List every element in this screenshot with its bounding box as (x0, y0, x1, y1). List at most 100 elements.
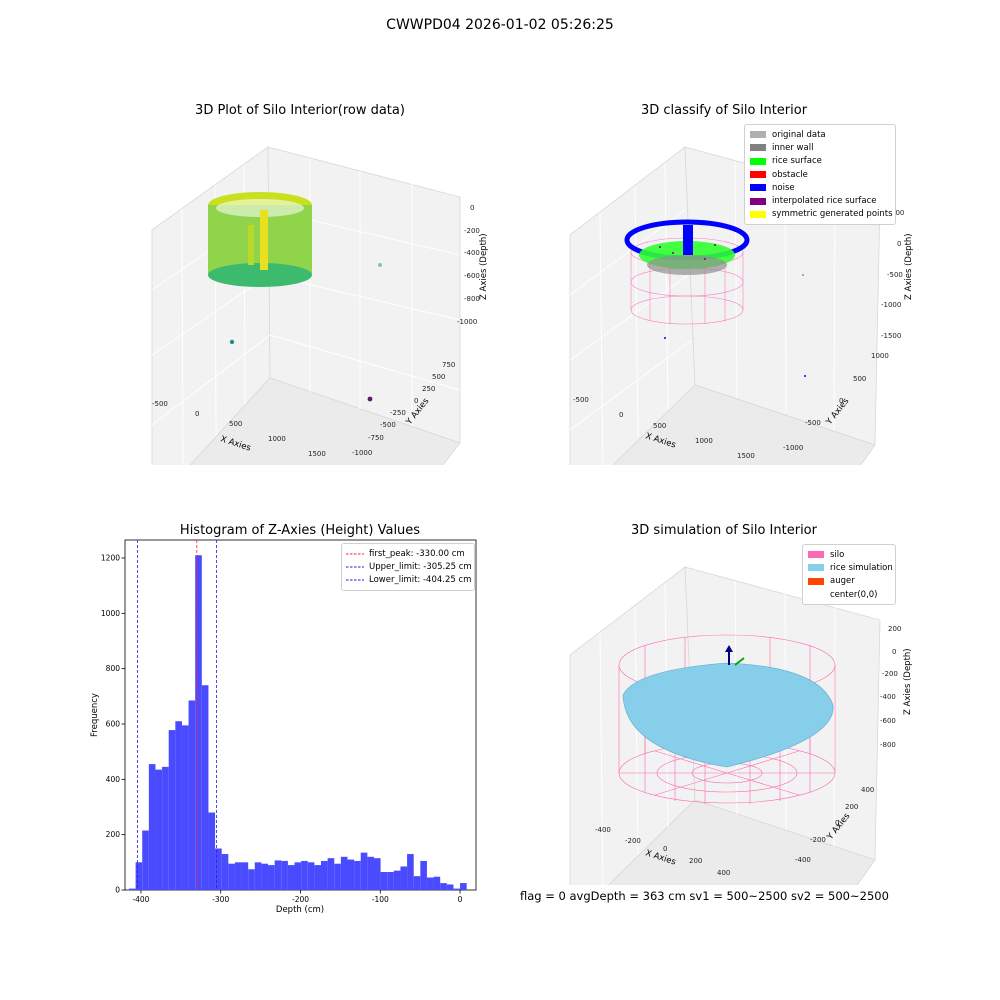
sim-ztick: 200 (888, 625, 901, 633)
sim-xtick: -200 (625, 837, 641, 845)
legend-label: rice surface (772, 156, 822, 167)
legend-line-swatch (346, 566, 364, 568)
sim-ztick: -200 (882, 670, 898, 678)
sim-ytick: 400 (861, 786, 874, 794)
histogram-bar (274, 860, 282, 890)
histogram-bar (420, 860, 427, 890)
legend-entry: obstacle (750, 168, 890, 181)
legend-swatch (750, 157, 766, 165)
raw-3d-plot: -500 0 500 1000 1500 750 500 250 0 -250 … (151, 146, 489, 465)
legend-label: inner wall (772, 142, 814, 153)
raw-ztick: -400 (464, 249, 480, 257)
histogram-bar (321, 860, 328, 890)
figure-title: CWWPD04 2026-01-02 05:26:25 (386, 17, 614, 33)
histogram-xlabel: Depth (cm) (276, 905, 324, 915)
histogram-bar (208, 812, 216, 890)
histogram-bar (234, 862, 242, 890)
raw-xtick: -500 (152, 400, 168, 408)
raw-ytick: -1000 (352, 449, 372, 457)
histogram-bar (347, 859, 355, 890)
histogram-bar (228, 863, 235, 890)
histogram-bar (407, 854, 414, 890)
sim-ytick: 200 (845, 803, 858, 811)
legend-swatch (808, 591, 824, 599)
legend-label: interpolated rice surface (772, 196, 877, 207)
legend-swatch (808, 551, 824, 559)
histogram-bar (340, 856, 348, 890)
sim-legend: silo rice simulation auger center(0,0) (802, 544, 896, 606)
legend-swatch (808, 577, 824, 585)
histogram-bar (440, 883, 447, 890)
histogram-ytick-label: 400 (106, 775, 121, 784)
legend-line-swatch (346, 579, 364, 581)
classify-outlier-point (664, 337, 666, 339)
rice-simulation-surface (622, 662, 834, 768)
legend-entry: center(0,0) (808, 588, 890, 601)
histogram-bar (400, 866, 408, 890)
raw-ytick: -250 (390, 409, 406, 417)
classify-xtick: 0 (619, 411, 623, 419)
histogram-x-ticks: -400 -300 -200 -100 0 (132, 890, 463, 904)
histogram-bar (426, 877, 434, 890)
sim-xtick: 0 (663, 845, 667, 853)
histogram-ytick-label: 1000 (101, 609, 120, 618)
classify-ytick: -500 (805, 419, 821, 427)
classify-ztick: 500 (891, 209, 904, 217)
histogram-bar (221, 854, 229, 890)
histogram-bar (175, 721, 182, 890)
classify-xtick: 1000 (695, 437, 713, 445)
raw-xtick: 1500 (308, 450, 326, 458)
histogram-bar (301, 860, 308, 890)
raw-zlabel: Z Axies (Depth) (479, 233, 489, 300)
raw-ytick: 750 (442, 361, 455, 369)
raw-xtick: 0 (195, 410, 199, 418)
legend-entry: Upper_limit: -305.25 cm (346, 560, 472, 573)
histogram-xtick-label: -100 (372, 895, 389, 904)
raw-ztick: -800 (464, 295, 480, 303)
legend-label: rice simulation (830, 562, 893, 573)
raw-outlier-point (229, 339, 235, 345)
classify-ytick: 1000 (871, 352, 889, 360)
histogram-xtick-label: -400 (132, 895, 149, 904)
legend-entry: silo (808, 548, 890, 561)
classify-ztick: -1000 (881, 301, 901, 309)
legend-label: center(0,0) (830, 589, 878, 600)
legend-swatch (750, 197, 766, 205)
sim-ztick: -800 (880, 741, 896, 749)
legend-swatch (750, 171, 766, 179)
raw-ztick: -1000 (457, 318, 477, 326)
legend-label: symmetric generated points (772, 209, 893, 220)
raw-ytick: -500 (380, 421, 396, 429)
histogram-bar (128, 888, 136, 890)
legend-entry: rice simulation (808, 561, 893, 574)
legend-entry: rice surface (750, 155, 890, 168)
histogram-bar (148, 764, 156, 890)
histogram-bar (155, 769, 163, 890)
legend-entry: first_peak: -330.00 cm (346, 547, 470, 560)
raw-ytick: 0 (414, 397, 418, 405)
histogram-xtick-label: -300 (212, 895, 229, 904)
status-line: flag = 0 avgDepth = 363 cm sv1 = 500~250… (520, 889, 889, 903)
histogram-reference-lines (137, 540, 217, 890)
sim-ytick: -400 (795, 856, 811, 864)
legend-label: first_peak: -330.00 cm (369, 548, 465, 559)
histogram-bar (373, 858, 381, 890)
histogram-xtick-label: 0 (458, 895, 463, 904)
classify-ytick: -1000 (783, 444, 803, 452)
sim-ztick: -600 (880, 717, 896, 725)
raw-outlier-point (367, 396, 373, 402)
histogram-bar (162, 766, 169, 890)
histogram-bar (268, 865, 275, 890)
classify-3d-plot: -500 0 500 1000 1500 1000 500 0 -500 -10… (569, 146, 914, 465)
classify-ytick: 500 (853, 375, 866, 383)
histogram-bar (201, 685, 209, 890)
histogram-bar (367, 856, 374, 890)
legend-swatch (750, 144, 766, 152)
histogram-bar (433, 876, 441, 890)
raw-ztick: 0 (470, 204, 474, 212)
legend-swatch (750, 131, 766, 139)
histogram-ylabel: Frequency (90, 693, 100, 737)
histogram-ytick-label: 800 (106, 664, 121, 673)
histogram-ytick-label: 1200 (101, 553, 120, 562)
histogram-bar (380, 872, 388, 890)
